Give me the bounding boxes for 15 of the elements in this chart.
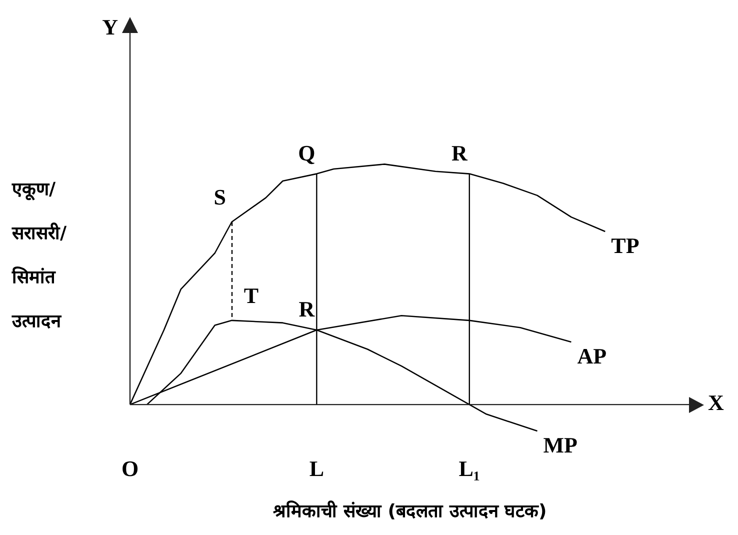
series-label: TP: [611, 233, 640, 258]
text: एकूण/ सरासरी/ सिमांत उत्पादन: [12, 179, 67, 332]
x-tick-label: L₁: [458, 456, 480, 481]
annotation: R: [298, 296, 316, 322]
text: Y: [102, 14, 118, 40]
series-label: MP: [543, 432, 578, 458]
annotation: R: [451, 140, 468, 166]
x-tick-label: L: [309, 456, 324, 481]
series-label: AP: [577, 344, 607, 369]
text: X: [708, 390, 724, 416]
annotation: S: [214, 184, 226, 210]
annotation: T: [244, 283, 259, 308]
x-axis-title: श्रमिकाची संख्या (बदलता उत्पादन घटक): [273, 500, 547, 522]
x-tick-label: O: [121, 456, 139, 481]
annotation: Q: [298, 140, 316, 166]
